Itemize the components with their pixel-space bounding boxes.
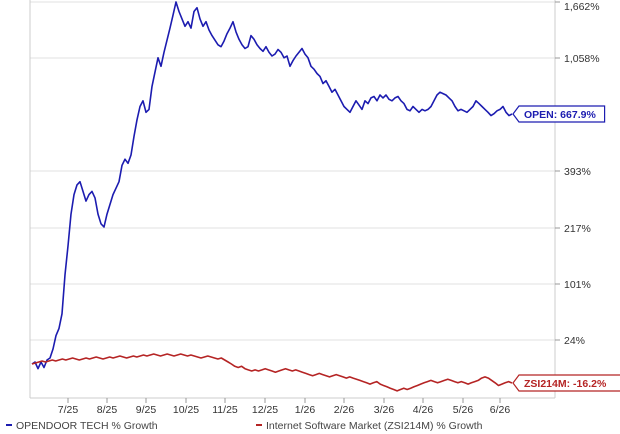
- x-tick-label: 12/25: [252, 404, 278, 416]
- y-tick-label: 1,058%: [564, 53, 600, 65]
- y-tick-label: 24%: [564, 335, 585, 347]
- y-axis-ticks: 1,662% 1,058% 393% 217% 101% 24%: [555, 1, 600, 347]
- callout-open: OPEN: 667.9%: [512, 105, 606, 123]
- legend-label-0: OPENDOOR TECH % Growth: [16, 420, 158, 432]
- x-tick-label: 3/26: [374, 404, 395, 416]
- legend: OPENDOOR TECH % Growth Internet Software …: [6, 420, 483, 432]
- x-tick-label: 11/25: [212, 404, 238, 416]
- x-tick-label: 7/25: [58, 404, 79, 416]
- callout-zsi214m-box: [512, 374, 620, 392]
- legend-label-1: Internet Software Market (ZSI214M) % Gro…: [266, 420, 483, 432]
- callout-open-text: OPEN: 667.9%: [524, 109, 596, 121]
- x-tick-label: 5/26: [453, 404, 474, 416]
- callout-zsi214m-text: ZSI214M: -16.2%: [524, 378, 607, 390]
- x-tick-label: 4/26: [413, 404, 434, 416]
- x-axis-ticks: 7/25 8/25 9/25 10/25 11/25 12/25 1/26 2/26 3/26 4…: [58, 398, 511, 416]
- x-tick-label: 9/25: [136, 404, 157, 416]
- y-tick-label: 217%: [564, 223, 591, 235]
- y-tick-label: 1,662%: [564, 1, 600, 13]
- series-layer: [31, 1, 513, 392]
- x-tick-label: 10/25: [173, 404, 199, 416]
- x-tick-label: 1/26: [295, 404, 316, 416]
- y-tick-label: 101%: [564, 279, 591, 291]
- callout-layer: OPEN: 667.9% ZSI214M: -16.2%: [512, 105, 620, 392]
- gridlines: [30, 1, 555, 341]
- series-line-opendoor: [31, 1, 513, 370]
- callout-zsi214m: ZSI214M: -16.2%: [512, 374, 620, 392]
- x-tick-label: 6/26: [490, 404, 511, 416]
- callout-open-box: [512, 105, 606, 123]
- series-line-zsi214m: [31, 353, 513, 392]
- x-tick-label: 8/25: [97, 404, 118, 416]
- y-tick-label: 393%: [564, 166, 591, 178]
- x-tick-label: 2/26: [334, 404, 355, 416]
